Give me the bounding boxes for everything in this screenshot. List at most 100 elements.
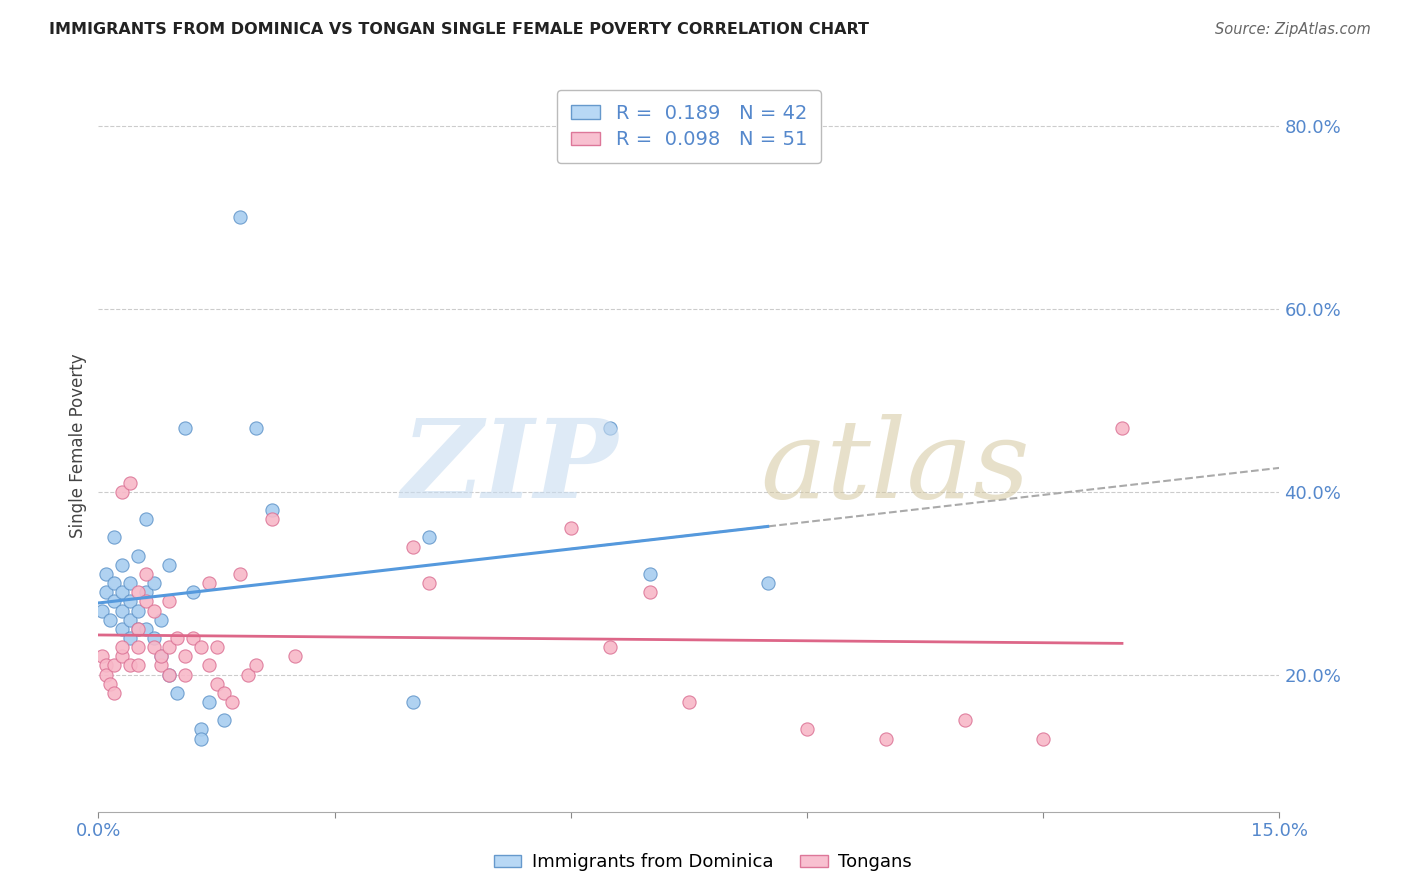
Point <box>599 421 621 435</box>
Point <box>135 594 157 608</box>
Point <box>157 640 180 655</box>
Point <box>103 594 125 608</box>
Point <box>214 714 236 728</box>
Point <box>96 658 118 673</box>
Point <box>135 567 157 582</box>
Point <box>142 603 165 617</box>
Point <box>118 658 141 673</box>
Point <box>111 603 134 617</box>
Point <box>418 530 440 544</box>
Point <box>157 667 180 681</box>
Point <box>103 686 125 700</box>
Point <box>245 658 267 673</box>
Point <box>190 640 212 655</box>
Point <box>91 649 114 664</box>
Point <box>103 530 125 544</box>
Point <box>142 576 165 591</box>
Point <box>127 640 149 655</box>
Point <box>127 549 149 563</box>
Point <box>678 695 700 709</box>
Point <box>157 558 180 572</box>
Point <box>111 622 134 636</box>
Point <box>150 649 173 664</box>
Point <box>127 622 149 636</box>
Point <box>260 503 283 517</box>
Point <box>214 686 236 700</box>
Text: IMMIGRANTS FROM DOMINICA VS TONGAN SINGLE FEMALE POVERTY CORRELATION CHART: IMMIGRANTS FROM DOMINICA VS TONGAN SINGL… <box>49 22 869 37</box>
Point <box>118 475 141 490</box>
Point <box>599 640 621 655</box>
Point <box>1111 421 1133 435</box>
Point <box>166 686 188 700</box>
Point <box>118 594 141 608</box>
Point <box>111 640 134 655</box>
Point <box>181 631 204 645</box>
Point <box>103 658 125 673</box>
Point <box>229 211 252 225</box>
Point <box>638 585 661 599</box>
Point <box>402 695 425 709</box>
Text: ZIP: ZIP <box>402 414 619 522</box>
Point <box>174 421 197 435</box>
Point <box>245 421 267 435</box>
Point <box>1032 731 1054 746</box>
Point <box>796 723 818 737</box>
Point <box>111 585 134 599</box>
Point <box>96 567 118 582</box>
Point <box>135 585 157 599</box>
Point <box>174 649 197 664</box>
Point <box>260 512 283 526</box>
Point <box>127 658 149 673</box>
Point <box>284 649 307 664</box>
Point <box>197 695 219 709</box>
Point <box>98 676 121 690</box>
Point <box>560 521 582 535</box>
Point <box>111 484 134 499</box>
Point <box>875 731 897 746</box>
Legend: R =  0.189   N = 42, R =  0.098   N = 51: R = 0.189 N = 42, R = 0.098 N = 51 <box>557 90 821 163</box>
Point <box>91 603 114 617</box>
Point <box>157 667 180 681</box>
Point <box>953 714 976 728</box>
Point <box>205 676 228 690</box>
Text: Source: ZipAtlas.com: Source: ZipAtlas.com <box>1215 22 1371 37</box>
Legend: Immigrants from Dominica, Tongans: Immigrants from Dominica, Tongans <box>486 847 920 879</box>
Point <box>98 613 121 627</box>
Point <box>157 594 180 608</box>
Point <box>135 512 157 526</box>
Point <box>118 631 141 645</box>
Point <box>229 567 252 582</box>
Point <box>150 613 173 627</box>
Point <box>96 585 118 599</box>
Y-axis label: Single Female Poverty: Single Female Poverty <box>69 354 87 538</box>
Point <box>166 631 188 645</box>
Point <box>197 576 219 591</box>
Point <box>190 731 212 746</box>
Point <box>118 576 141 591</box>
Point <box>181 585 204 599</box>
Point <box>127 585 149 599</box>
Point <box>402 540 425 554</box>
Point <box>197 658 219 673</box>
Point <box>111 649 134 664</box>
Point <box>418 576 440 591</box>
Point <box>190 723 212 737</box>
Point <box>135 622 157 636</box>
Point <box>142 640 165 655</box>
Point <box>127 622 149 636</box>
Point <box>756 576 779 591</box>
Point <box>103 576 125 591</box>
Point <box>205 640 228 655</box>
Point <box>118 613 141 627</box>
Point <box>236 667 259 681</box>
Text: atlas: atlas <box>759 414 1029 522</box>
Point <box>111 558 134 572</box>
Point <box>96 667 118 681</box>
Point <box>150 649 173 664</box>
Point <box>150 658 173 673</box>
Point <box>174 667 197 681</box>
Point <box>127 603 149 617</box>
Point <box>221 695 243 709</box>
Point <box>638 567 661 582</box>
Point <box>142 631 165 645</box>
